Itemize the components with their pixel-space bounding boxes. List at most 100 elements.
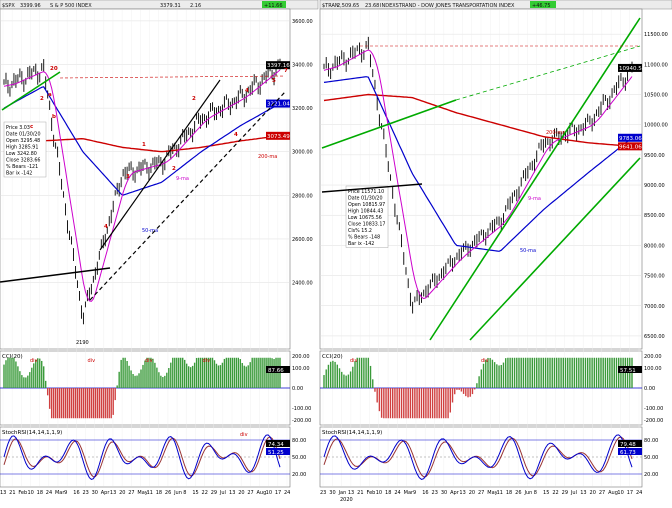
left-info-line: Bar ix -142 xyxy=(6,171,32,177)
right-y-tick: 8500.00 xyxy=(644,213,665,219)
right-y-tick: 7000.00 xyxy=(644,304,665,310)
left-x-label: 30 xyxy=(92,490,98,496)
left-cci-value-bg xyxy=(266,366,290,373)
left-x-label: 29 xyxy=(211,490,217,496)
left-x-label: 22 xyxy=(202,490,208,496)
left-ma-label: 9-ma xyxy=(176,176,189,182)
right-cci-div: div xyxy=(350,358,358,364)
left-x-label: 10 xyxy=(266,490,272,496)
right-x-label: Apr xyxy=(450,490,460,496)
left-y-tick: 3600.00 xyxy=(292,19,313,25)
right-x-label: Aug xyxy=(608,490,618,496)
spx-header-value-1: 3399.96 xyxy=(20,3,41,9)
right-cci-value: 57.51 xyxy=(620,368,636,374)
right-x-label: 30 xyxy=(441,490,447,496)
right-x-label: 24 xyxy=(394,490,400,496)
spx-annotation: 5 xyxy=(272,78,276,84)
spx-annotation: 20 xyxy=(50,66,58,72)
right-x-label: 8 xyxy=(534,490,537,496)
left-x-label: 26 xyxy=(165,490,171,496)
right-x-label: 9 xyxy=(413,490,416,496)
right-stoch-value: 79.48 xyxy=(620,442,636,448)
left-stoch-value: 74.34 xyxy=(268,442,284,448)
right-x-label: 29 xyxy=(562,490,568,496)
left-x-label: 9 xyxy=(64,490,67,496)
right-x-label: 13 xyxy=(459,490,465,496)
left-y-tick: 2600.00 xyxy=(292,237,313,243)
left-price-label-bg xyxy=(266,131,290,140)
tran-symbol: $TRAN xyxy=(322,3,339,9)
right-x-label: 26 xyxy=(515,490,521,496)
spx-annotation: 2 xyxy=(192,96,196,102)
right-price-label-bg xyxy=(618,133,642,142)
tran-header-value-2: 23.68 xyxy=(365,3,379,9)
left-x-label: May xyxy=(137,490,147,496)
right-x-label: 22 xyxy=(552,490,558,496)
left-x-label: 20 xyxy=(119,490,125,496)
tran-header-value-1: 2,509.65 xyxy=(337,3,359,9)
spx-low-label: 2190 xyxy=(76,340,89,346)
left-cci-tick: -200.00 xyxy=(292,418,311,424)
right-y-tick: 10000.00 xyxy=(644,123,668,129)
right-cci-tick: -200.00 xyxy=(644,418,663,424)
right-x-label: 10 xyxy=(376,490,382,496)
right-x-label: Mar xyxy=(404,490,414,496)
left-y-tick: 2400.00 xyxy=(292,281,313,287)
right-x-label: 10 xyxy=(617,490,623,496)
right-info-box xyxy=(345,185,389,248)
right-ma50-line xyxy=(323,76,633,252)
right-x-label: 17 xyxy=(627,490,633,496)
spx-symbol: $SPX xyxy=(2,3,15,9)
right-y-tick: 11500.00 xyxy=(644,32,668,38)
left-x-label: 27 xyxy=(247,490,253,496)
left-stoch-div: div xyxy=(240,432,248,438)
left-y-tick: 3400.00 xyxy=(292,63,313,69)
spx-header-value-2: 3379.31 xyxy=(160,3,181,9)
left-x-label: 13 xyxy=(229,490,235,496)
left-info-line: High 3285.91 xyxy=(6,145,38,151)
left-info-line: Open 3295.48 xyxy=(6,138,40,144)
right-x-year: 2020 xyxy=(340,497,353,503)
spx-resistance-line xyxy=(59,75,286,79)
spx-annotation: 1 xyxy=(142,142,146,148)
right-x-label: 23 xyxy=(320,490,326,496)
left-price-label-bg xyxy=(266,61,290,70)
spx-trend-upper xyxy=(99,79,221,251)
left-x-label: Aug xyxy=(257,490,267,496)
left-info-line: Close 3283.66 xyxy=(6,158,40,164)
right-cci-tick: 100.00 xyxy=(644,366,662,372)
right-info-line: Low 10675.56 xyxy=(348,215,382,221)
left-stoch-tick: 80.00 xyxy=(292,438,306,444)
left-info-line: % Bears -121 xyxy=(6,164,38,170)
right-ma-label: 9-ma xyxy=(528,196,541,202)
left-stoch-value: 51.25 xyxy=(268,450,284,456)
left-x-label: 10 xyxy=(27,490,33,496)
tran-channel-lower xyxy=(469,157,641,341)
left-info-line: Price 3.03 xyxy=(6,125,30,131)
right-stoch-tick: 50.00 xyxy=(644,455,658,461)
right-stoch-value: 61.73 xyxy=(620,450,636,456)
left-x-label: 24 xyxy=(284,490,290,496)
left-x-label: 20 xyxy=(238,490,244,496)
left-ma9-line xyxy=(3,69,281,302)
left-info-box xyxy=(3,121,47,178)
left-y-tick: 3000.00 xyxy=(292,150,313,156)
spx-support-line xyxy=(0,267,111,283)
spx-annotation: b xyxy=(52,114,56,120)
left-info-line: Low 3242.80 xyxy=(6,151,37,157)
spx-annotation: c xyxy=(30,124,33,130)
spx-annotation: 4 xyxy=(234,132,238,138)
right-y-tick: 8000.00 xyxy=(644,243,665,249)
right-x-label: 27 xyxy=(599,490,605,496)
right-y-tick: 9000.00 xyxy=(644,183,665,189)
right-x-label: 18 xyxy=(506,490,512,496)
left-x-label: 27 xyxy=(128,490,134,496)
right-x-label: Jan xyxy=(338,490,347,496)
right-info-line: Bar ix -142 xyxy=(348,241,374,247)
left-stoch-tick: 20.00 xyxy=(292,472,306,478)
right-x-label: Jun xyxy=(523,490,532,496)
left-x-label: Mar xyxy=(55,490,65,496)
left-cci-tick: 0.00 xyxy=(292,386,303,392)
left-x-label: 16 xyxy=(73,490,79,496)
